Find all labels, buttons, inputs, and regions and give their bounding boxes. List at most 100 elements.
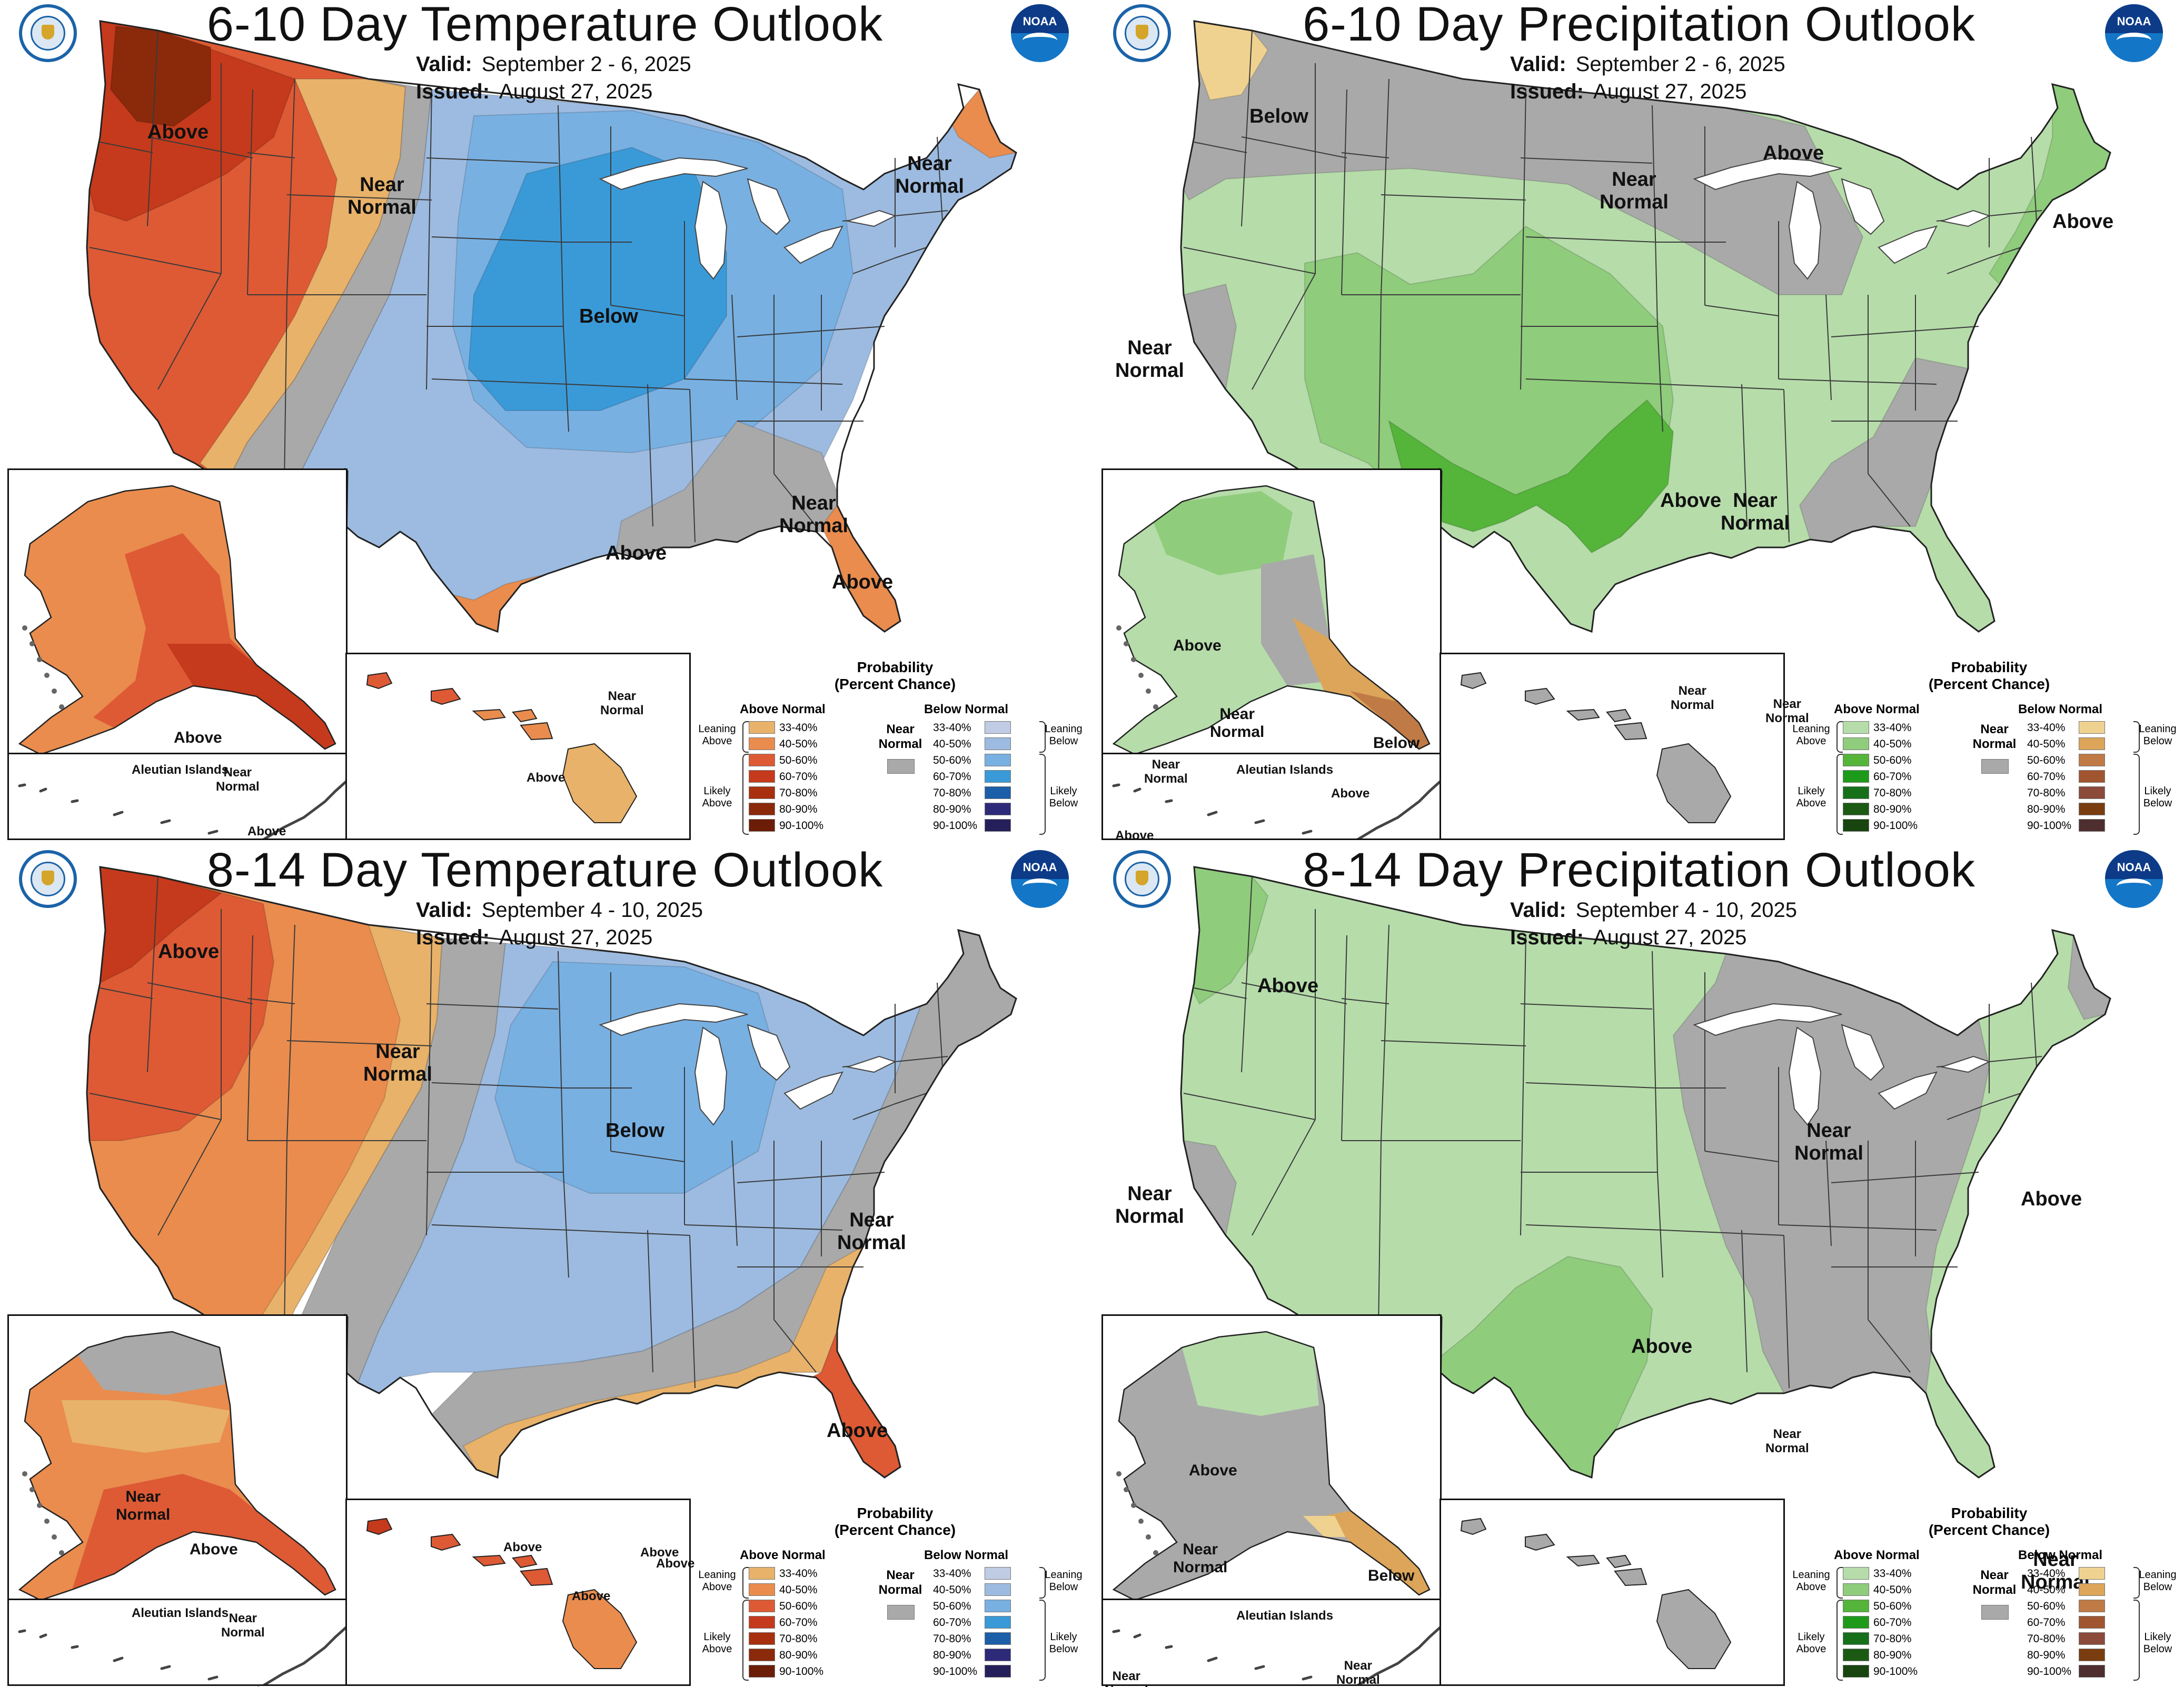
legend-row-above: 80-90%: [749, 803, 854, 816]
alaska-label: Near Normal: [1210, 705, 1265, 741]
alaska-label: Below: [1373, 734, 1420, 752]
legend-range: 70-80%: [779, 787, 818, 799]
legend-brace: [1039, 754, 1046, 835]
legend-swatch: [1843, 803, 1869, 815]
legend-range: 70-80%: [2027, 787, 2066, 799]
hawaii-label: Near Normal: [1671, 684, 1714, 712]
hawaii-island: [1566, 708, 1600, 721]
legend: Probability (Percent Chance) Above Normal…: [1792, 659, 2179, 838]
great-lake: [1841, 178, 1885, 235]
legend-row-below: 50-60%: [933, 1600, 1038, 1613]
hawaii-island: [431, 1533, 461, 1551]
legend-below-header: Below Normal: [924, 702, 1009, 716]
panel-title: 6-10 Day Temperature Outlook: [206, 0, 883, 51]
aleutian-map: [18, 1626, 346, 1684]
alaska-zone: [1145, 491, 1293, 575]
aleutian-label: Above: [247, 824, 286, 838]
noaa-logo-gull: [1022, 33, 1057, 48]
legend-range: 50-60%: [779, 1600, 818, 1612]
alaska-outline: [18, 1331, 336, 1600]
panel-8-14-temperature: 8-14 Day Temperature Outlook Valid: Septem…: [0, 846, 1090, 1687]
panel-8-14-precipitation: 8-14 Day Precipitation Outlook Valid: Sept…: [1094, 846, 2184, 1687]
hawaii-island: [512, 1554, 538, 1569]
aleutian-label: Above: [1115, 828, 1154, 841]
zone-below-mid: [494, 961, 780, 1194]
state-borders: [1525, 1172, 1790, 1389]
valid-dates: September 2 - 6, 2025: [481, 53, 691, 76]
valid-label: Valid:: [416, 53, 472, 76]
legend-row-below: 90-100%: [2027, 1665, 2132, 1679]
legend-swatch: [749, 737, 775, 750]
island-dot: [1138, 1519, 1144, 1524]
legend-brace: [1836, 721, 1843, 753]
legend-row-below: 33-40%: [933, 1567, 1038, 1581]
legend-row-below: 70-80%: [933, 1632, 1038, 1646]
legend-brace: [1836, 754, 1843, 835]
aleutian-map: [1112, 780, 1440, 838]
state-borders: [426, 951, 685, 1225]
legend-range: 80-90%: [1873, 1649, 1912, 1661]
legend-row-below: 40-50%: [933, 1583, 1038, 1597]
region-label: Above: [1660, 490, 1722, 512]
legend-swatch: [749, 754, 775, 766]
noaa-logo-icon: NOAA: [1011, 850, 1069, 908]
great-lake: [1841, 1024, 1885, 1081]
legend-row-below: 90-100%: [2027, 819, 2132, 833]
alaska-outline: [1112, 485, 1431, 754]
legend-row-above: 40-50%: [1843, 737, 1948, 751]
legend-swatch: [985, 721, 1011, 734]
doc-seal-inner: [31, 16, 65, 51]
legend-likely-above: Likely Above: [1796, 1631, 1826, 1655]
hawaii-label: Near Normal: [600, 689, 644, 717]
noaa-logo-gull: [2117, 33, 2151, 48]
region-label: Near Normal: [1115, 1183, 1184, 1227]
legend-range: 90-100%: [933, 1665, 978, 1678]
legend-row-above: 90-100%: [749, 819, 854, 833]
valid-line: Valid: September 2 - 6, 2025: [416, 53, 691, 76]
hawaii-island: [1606, 1554, 1632, 1569]
region-label: Near Normal: [1600, 168, 1669, 213]
aleutian-inset: [7, 1599, 348, 1686]
legend-swatch: [749, 786, 775, 799]
legend-row-above: 90-100%: [749, 1665, 854, 1679]
hawaii-label: Near Normal: [1765, 1427, 1809, 1455]
legend-range: 90-100%: [933, 820, 978, 832]
legend-row-below: 50-60%: [2027, 754, 2132, 767]
alaska-map: [1112, 485, 1431, 754]
island-dot: [1146, 688, 1151, 694]
legend-row-below: 80-90%: [933, 803, 1038, 816]
legend-swatch: [1843, 786, 1869, 799]
region-label: Above: [1763, 142, 1824, 164]
hawaii-island: [520, 1568, 553, 1586]
alaska-label: Near Normal: [116, 1488, 171, 1523]
legend-range: 80-90%: [933, 1649, 971, 1661]
great-lake: [1788, 1026, 1822, 1126]
legend-likely-below: Likely Below: [2143, 785, 2172, 809]
legend-range: 70-80%: [933, 1633, 971, 1645]
island-dot: [1131, 657, 1136, 662]
great-lake: [747, 178, 791, 235]
alaska-map: [1112, 1331, 1431, 1600]
legend-likely-below: Likely Below: [1049, 785, 1078, 809]
aleutian-label: Near Normal: [1336, 1659, 1380, 1687]
legend-swatch: [1843, 1583, 1869, 1596]
panel-title: 6-10 Day Precipitation Outlook: [1303, 0, 1975, 51]
legend-leaning-above: Leaning Above: [1792, 723, 1830, 747]
hawaii-map: [1460, 1518, 1732, 1669]
hawaii-island: [1656, 1589, 1732, 1669]
legend-near-normal-swatch: [1981, 759, 2009, 774]
legend-row-below: 60-70%: [933, 770, 1038, 784]
legend-range: 33-40%: [1873, 1568, 1912, 1580]
great-lake: [694, 1026, 728, 1126]
doc-seal-icon: [1113, 850, 1171, 908]
legend-row-above: 33-40%: [749, 721, 854, 735]
hawaii-island: [366, 672, 393, 690]
aleutian-islands: [1112, 780, 1440, 838]
legend-title: Probability (Percent Chance): [834, 659, 956, 693]
issued-date: August 27, 2025: [499, 926, 653, 949]
valid-dates: September 4 - 10, 2025: [481, 899, 703, 922]
aleutian-label: Aleutian Islands: [1236, 1609, 1334, 1623]
legend-row-above: 50-60%: [749, 754, 854, 767]
great-lake: [1940, 209, 1991, 227]
legend-above-header: Above Normal: [1834, 1548, 1920, 1562]
